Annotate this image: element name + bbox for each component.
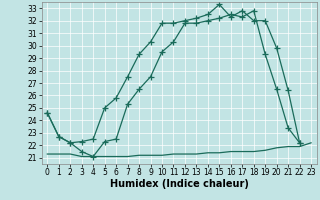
X-axis label: Humidex (Indice chaleur): Humidex (Indice chaleur): [110, 179, 249, 189]
